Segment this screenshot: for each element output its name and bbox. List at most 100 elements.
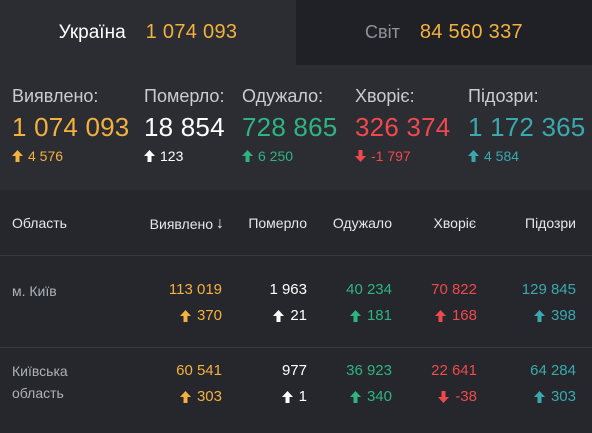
stat-delta: 6 250 xyxy=(242,148,337,164)
arrow-down-icon xyxy=(355,150,366,162)
stat-delta-value: 4 584 xyxy=(484,148,520,164)
region-name-line: м. Київ xyxy=(12,283,57,299)
tab-ukraine-label: Україна xyxy=(58,21,126,43)
stat-detected: Виявлено: 1 074 093 4 576 xyxy=(12,86,129,164)
cell-died: 1 963 21 xyxy=(269,281,307,324)
cell-delta: 1 xyxy=(281,388,307,405)
cell-delta: 398 xyxy=(522,307,576,324)
cell-detected: 113 019 370 xyxy=(169,281,222,324)
arrow-up-icon xyxy=(349,309,361,322)
cell-delta: 370 xyxy=(169,307,222,324)
cell-suspected: 129 845 398 xyxy=(522,281,576,324)
stat-delta-value: 4 576 xyxy=(28,148,64,164)
stat-value: 728 865 xyxy=(242,112,338,142)
tab-world-label: Світ xyxy=(365,22,400,42)
cell-delta: -38 xyxy=(431,388,477,405)
region-name-line: Київська xyxy=(12,363,68,379)
column-header-region[interactable]: Область xyxy=(12,215,67,231)
table-header: Область Виявлено ↓ Померло Одужало Хворі… xyxy=(0,190,592,256)
stat-recovered: Одужало: 728 865 6 250 xyxy=(242,86,337,164)
stat-delta: -1 797 xyxy=(355,148,450,164)
cell-value: 40 234 xyxy=(346,281,392,298)
cell-value: 64 284 xyxy=(530,362,576,379)
cell-sick: 70 822 168 xyxy=(431,281,477,324)
column-header-sick[interactable]: Хворіє xyxy=(433,215,476,231)
cell-sick: 22 641 -38 xyxy=(431,362,477,405)
arrow-up-icon xyxy=(144,150,155,162)
arrow-up-icon xyxy=(533,390,545,403)
stat-value: 326 374 xyxy=(355,112,451,142)
stat-label: Хворіє: xyxy=(355,86,415,106)
stat-value: 18 854 xyxy=(144,112,225,142)
arrow-up-icon xyxy=(179,309,191,322)
regions-table: Область Виявлено ↓ Померло Одужало Хворі… xyxy=(0,190,592,433)
cell-delta-value: 303 xyxy=(550,388,576,405)
column-header-detected[interactable]: Виявлено ↓ xyxy=(150,215,224,233)
stat-delta-value: 123 xyxy=(160,148,184,164)
stat-died: Померло: 18 854 123 xyxy=(144,86,225,164)
arrow-up-icon xyxy=(468,150,479,162)
summary-panel: Виявлено: 1 074 093 4 576 Померло: 18 85… xyxy=(0,65,592,190)
cell-value: 22 641 xyxy=(431,362,477,379)
arrow-up-icon xyxy=(349,390,361,403)
arrow-up-icon xyxy=(533,309,545,322)
stat-label: Підозри: xyxy=(468,86,539,106)
cell-delta: 181 xyxy=(346,307,392,324)
cell-value: 70 822 xyxy=(431,281,477,298)
table-row[interactable]: м. Київ 113 019 370 1 963 21 40 234 181 … xyxy=(0,257,592,348)
cell-delta-value: 21 xyxy=(290,307,307,324)
cell-recovered: 40 234 181 xyxy=(346,281,392,324)
tab-world[interactable]: Світ 84 560 337 xyxy=(296,0,592,65)
arrow-down-icon xyxy=(438,390,450,403)
cell-delta: 168 xyxy=(431,307,477,324)
cell-value: 129 845 xyxy=(521,281,576,298)
tab-ukraine-value: 1 074 093 xyxy=(145,21,238,43)
stat-delta-value: 6 250 xyxy=(258,148,294,164)
cell-delta-value: -38 xyxy=(455,388,477,405)
stat-value: 1 074 093 xyxy=(12,112,130,142)
cell-value: 60 541 xyxy=(176,362,222,379)
cell-delta-value: 1 xyxy=(298,388,307,405)
arrow-up-icon xyxy=(434,309,446,322)
cell-value: 36 923 xyxy=(346,362,392,379)
stat-label: Померло: xyxy=(144,86,225,106)
tab-world-value: 84 560 337 xyxy=(419,21,523,43)
cell-delta-value: 181 xyxy=(366,307,392,324)
column-header-suspected[interactable]: Підозри xyxy=(525,215,576,231)
cell-delta-value: 303 xyxy=(196,388,222,405)
stat-sick: Хворіє: 326 374 -1 797 xyxy=(355,86,450,164)
cell-delta-value: 398 xyxy=(550,307,576,324)
cell-delta-value: 340 xyxy=(366,388,392,405)
stat-delta: 123 xyxy=(144,148,225,164)
cell-died: 977 1 xyxy=(281,362,307,405)
region-name: м. Київ xyxy=(12,280,57,302)
arrow-up-icon xyxy=(179,390,191,403)
cell-delta: 21 xyxy=(269,307,307,324)
cell-detected: 60 541 303 xyxy=(176,362,222,405)
cell-value: 113 019 xyxy=(168,281,222,298)
cell-recovered: 36 923 340 xyxy=(346,362,392,405)
stat-suspected: Підозри: 1 172 365 4 584 xyxy=(468,86,585,164)
scope-tabs: Україна 1 074 093 Світ 84 560 337 xyxy=(0,0,592,65)
arrow-up-icon xyxy=(12,150,23,162)
arrow-up-icon xyxy=(281,390,293,403)
stat-delta: 4 584 xyxy=(468,148,585,164)
cell-value: 1 963 xyxy=(269,281,307,298)
column-header-recovered[interactable]: Одужало xyxy=(332,215,392,231)
stat-value: 1 172 365 xyxy=(468,112,586,142)
table-row[interactable]: Київська область 60 541 303 977 1 36 923… xyxy=(0,349,592,433)
stat-label: Одужало: xyxy=(242,86,324,106)
column-header-died[interactable]: Померло xyxy=(248,215,307,231)
tab-ukraine[interactable]: Україна 1 074 093 xyxy=(0,0,296,65)
column-header-detected-label: Виявлено xyxy=(149,216,213,232)
cell-delta: 303 xyxy=(530,388,576,405)
stat-delta-value: -1 797 xyxy=(371,148,411,164)
stat-label: Виявлено: xyxy=(12,86,99,106)
cell-delta: 340 xyxy=(346,388,392,405)
cell-delta-value: 168 xyxy=(451,307,477,324)
arrow-up-icon xyxy=(273,309,285,322)
arrow-up-icon xyxy=(242,150,253,162)
region-name-line: область xyxy=(12,385,64,401)
sort-arrow-icon: ↓ xyxy=(216,215,224,232)
cell-suspected: 64 284 303 xyxy=(530,362,576,405)
